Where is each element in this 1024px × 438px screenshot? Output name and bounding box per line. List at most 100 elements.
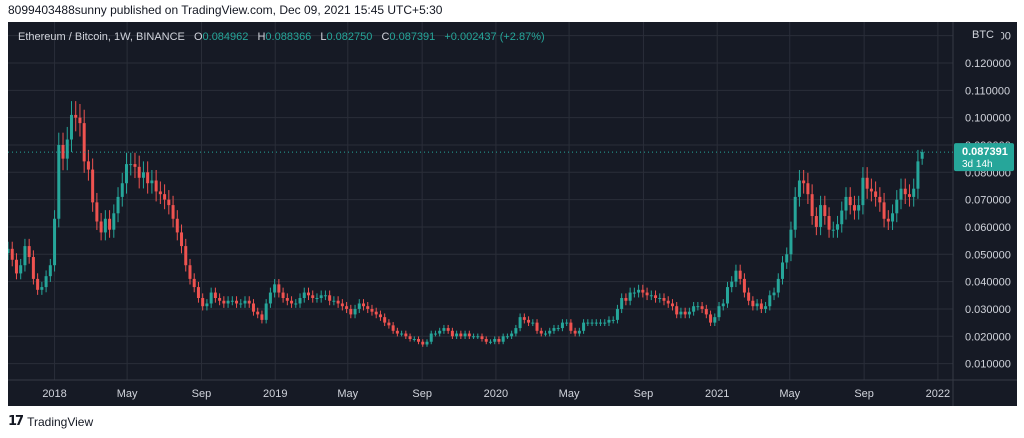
chart-background <box>8 22 1017 406</box>
y-tick-label: 0.050000 <box>965 249 1011 261</box>
candle-body <box>218 298 222 301</box>
candle-body <box>751 300 755 307</box>
candle-body <box>455 333 459 337</box>
candle-body <box>222 300 226 304</box>
candle-body <box>556 328 560 330</box>
candle-body <box>14 259 18 274</box>
close-value: 0.087391 <box>389 31 436 43</box>
candle-body <box>391 325 395 331</box>
candle-body <box>586 322 590 324</box>
tradingview-logo-icon: 17 <box>8 414 24 429</box>
candle-body <box>421 341 425 345</box>
candle-body <box>755 303 759 307</box>
candle-body <box>654 295 658 299</box>
candle-body <box>180 232 184 247</box>
candle-body <box>463 333 467 337</box>
candle-body <box>717 306 721 318</box>
candle-body <box>366 306 370 309</box>
close-label: C <box>381 31 390 43</box>
low-label: L <box>320 31 327 43</box>
candle-body <box>150 180 154 184</box>
candle-body <box>535 322 539 331</box>
candle-body <box>281 292 285 299</box>
candle-body <box>264 303 268 320</box>
candle-body <box>112 213 116 230</box>
candle-body <box>192 278 196 288</box>
candle-body <box>823 205 827 217</box>
candle-body <box>819 205 823 227</box>
candle-body <box>907 194 911 197</box>
candle-body <box>226 300 230 304</box>
candle-body <box>120 183 124 197</box>
candle-body <box>543 333 547 335</box>
candle-body <box>387 322 391 326</box>
candle-body <box>213 292 217 299</box>
candle-body <box>247 300 251 304</box>
open-value: 0.084962 <box>202 31 249 43</box>
candle-body <box>268 292 272 304</box>
candle-body <box>256 311 260 315</box>
candle-body <box>260 314 264 320</box>
candle-body <box>675 306 679 315</box>
candle-body <box>514 328 518 334</box>
x-tick-label: Sep <box>412 388 432 400</box>
candle-body <box>44 276 48 288</box>
bar-countdown: 3d 14h <box>962 159 993 170</box>
candle-body <box>141 172 145 178</box>
candle-body <box>306 292 310 296</box>
candle-body <box>730 281 734 288</box>
candle-body <box>903 188 907 195</box>
candle-body <box>632 292 636 294</box>
candle-body <box>146 172 150 184</box>
candle-body <box>429 333 433 342</box>
candle-body <box>814 216 818 227</box>
candle-body <box>154 180 158 192</box>
candle-body <box>772 292 776 296</box>
candle-body <box>912 188 916 197</box>
candle-body <box>886 218 890 222</box>
candle-body <box>874 191 878 197</box>
candle-body <box>488 341 492 343</box>
chart-panel[interactable]: 0.010000 0.020000 0.030000 0.040000 0.050000… <box>8 22 1017 406</box>
tradingview-branding[interactable]: 17 TradingView <box>8 414 93 429</box>
candle-body <box>476 336 480 338</box>
candle-body <box>137 166 141 178</box>
candle-body <box>662 298 666 301</box>
candle-body <box>679 311 683 315</box>
candle-body <box>395 330 399 334</box>
candle-body <box>548 330 552 334</box>
candle-body <box>522 317 526 320</box>
candlestick-chart[interactable]: 0.010000 0.020000 0.030000 0.040000 0.050000… <box>8 22 1017 406</box>
candle-body <box>840 210 844 225</box>
candle-body <box>328 295 332 301</box>
candle-body <box>577 330 581 334</box>
candle-body <box>895 199 899 214</box>
candle-body <box>82 123 86 162</box>
candle-body <box>125 164 129 184</box>
candle-body <box>400 333 404 335</box>
candle-body <box>844 196 848 211</box>
candle-body <box>531 322 535 324</box>
candle-body <box>294 303 298 305</box>
candle-body <box>175 218 179 233</box>
candle-body <box>505 336 509 338</box>
candle-body <box>861 177 865 206</box>
candle-body <box>781 262 785 279</box>
currency-label: BTC <box>972 29 994 41</box>
x-tick-label: May <box>117 388 138 400</box>
candle-body <box>40 287 44 290</box>
last-price-tag <box>954 143 1014 172</box>
x-tick-label: Sep <box>854 388 874 400</box>
candle-body <box>163 194 167 200</box>
candle-body <box>332 300 336 302</box>
candle-body <box>95 202 99 222</box>
candle-body <box>467 333 471 337</box>
candle-body <box>201 298 205 307</box>
candle-body <box>624 298 628 301</box>
candle-body <box>527 319 531 323</box>
candle-body <box>349 308 353 315</box>
candle-body <box>235 300 239 304</box>
candle-body <box>10 248 14 260</box>
candle-body <box>806 183 810 195</box>
candle-body <box>641 289 645 293</box>
